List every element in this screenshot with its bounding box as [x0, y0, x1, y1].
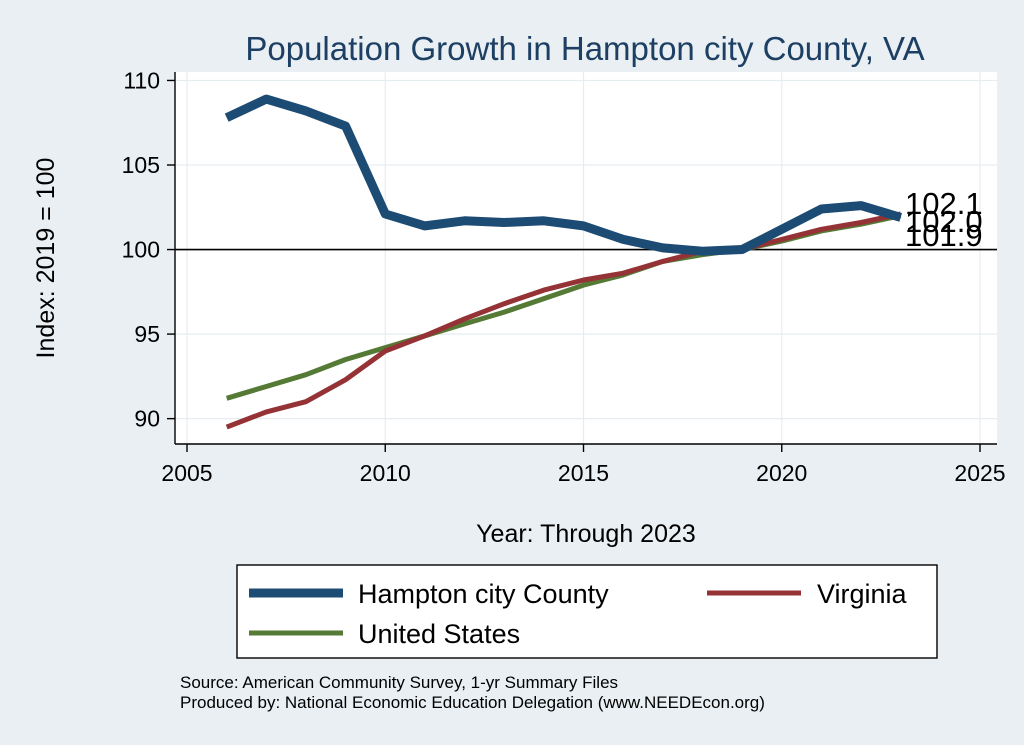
y-tick-label: 95: [134, 321, 160, 347]
legend: Hampton city County Virginia United Stat…: [236, 564, 938, 659]
y-tick-label: 110: [123, 67, 160, 93]
x-tick-label: 2010: [360, 460, 411, 486]
series-line-0: [224, 94, 902, 256]
x-tick-label: 2015: [558, 460, 609, 486]
x-axis-title: Year: Through 2023: [476, 520, 696, 548]
legend-label-virginia: Virginia: [817, 579, 908, 609]
series-line-1: [225, 211, 902, 430]
x-tick-label: 2025: [954, 460, 1005, 486]
series-lines: [224, 94, 902, 430]
legend-label-us: United States: [358, 619, 520, 649]
end-label-1: 102.1: [905, 186, 983, 221]
produced-by-note: Produced by: National Economic Education…: [180, 693, 765, 712]
legend-label-hampton: Hampton city County: [358, 579, 609, 609]
source-note: Source: American Community Survey, 1-yr …: [180, 673, 618, 692]
axes: [174, 72, 997, 445]
y-tick-label: 90: [134, 406, 160, 432]
x-tick-label: 2005: [161, 460, 212, 486]
end-label-0: 101.9: [905, 218, 983, 253]
chart-title: Population Growth in Hampton city County…: [245, 30, 924, 67]
y-tick-label: 105: [122, 152, 160, 178]
y-tick-label: 100: [122, 237, 160, 263]
tick-labels: 90 95 100 105 110 2005 2010 2015 2020 2025: [122, 67, 1006, 486]
plot-area: [175, 72, 997, 444]
legend-box: [236, 564, 938, 659]
x-tick-label: 2020: [756, 460, 807, 486]
end-label-2: 102.0: [905, 204, 983, 239]
y-axis-title: Index: 2019 = 100: [32, 158, 60, 359]
